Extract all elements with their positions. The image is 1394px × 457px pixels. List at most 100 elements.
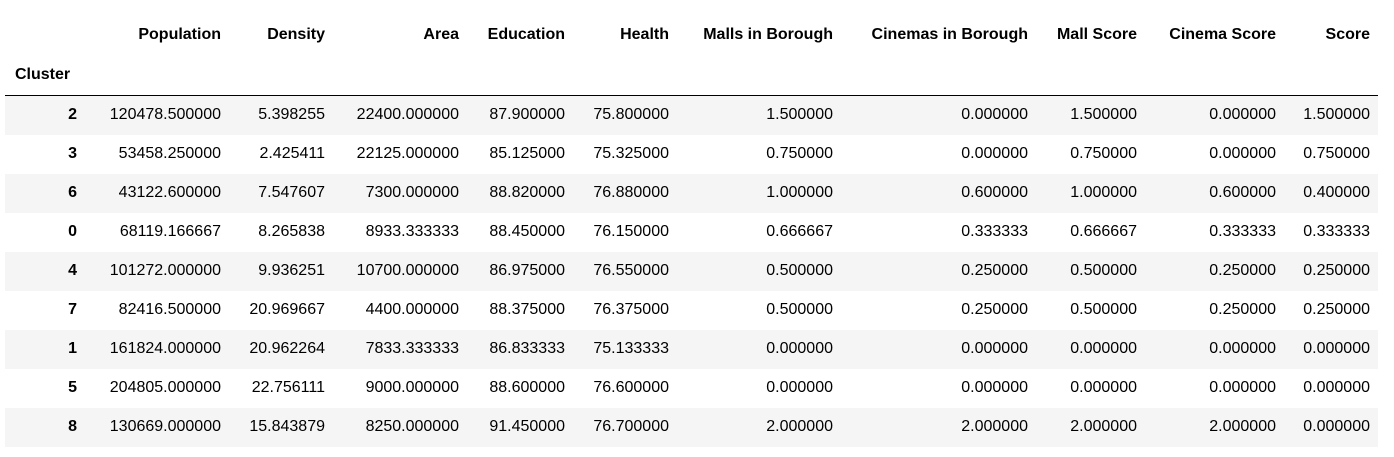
table-cell: 0.750000 (1070, 145, 1137, 162)
table-cell: 0.000000 (1070, 379, 1137, 396)
table-cell: 0.250000 (1209, 262, 1276, 279)
table-cell: 87.900000 (489, 106, 565, 124)
column-header: Malls in Borough (703, 26, 833, 43)
table-cell: 204805.000000 (109, 379, 221, 396)
table-cell: 0.250000 (961, 301, 1028, 318)
table-cell: 2.000000 (1070, 418, 1137, 435)
table-cell: 1.000000 (766, 184, 833, 201)
table-cell: 76.700000 (593, 418, 669, 435)
column-header: Area (423, 26, 459, 43)
table-cell: 75.800000 (593, 106, 669, 124)
table-cell: 0.600000 (961, 184, 1028, 201)
table-cell: 7833.333333 (365, 340, 459, 357)
table-cell: 161824.000000 (109, 340, 221, 357)
table-row: 6 43122.600000 7.547607 7300.000000 88.82000… (5, 173, 1378, 213)
table-cell: 22.756111 (251, 379, 325, 396)
table-cell: 0.333333 (1209, 223, 1276, 240)
table-cell: 9000.000000 (365, 379, 459, 396)
table-cell: 85.125000 (489, 145, 565, 162)
table-cell: 22125.000000 (356, 145, 459, 162)
table-cell: 0.750000 (766, 145, 833, 162)
column-header: Mall Score (1056, 26, 1137, 43)
table-cell: 76.600000 (593, 379, 669, 396)
table-cell: 22400.000000 (356, 106, 459, 124)
table-cell: 0.000000 (961, 340, 1028, 357)
table-cell: 8933.333333 (365, 223, 459, 240)
table-cell: 0.000000 (961, 106, 1028, 124)
column-header: Cinema Score (1169, 26, 1276, 43)
column-header: Cinemas in Borough (871, 26, 1028, 43)
table-cell: 0.250000 (1209, 301, 1276, 318)
table-cell: 4400.000000 (365, 301, 459, 318)
table-cell: 0.250000 (1303, 301, 1370, 318)
table-cell: 0.333333 (961, 223, 1028, 240)
table-row: 2 120478.500000 5.398255 22400.000000 87.900… (5, 95, 1378, 135)
table-cell: 0.000000 (1209, 106, 1276, 124)
table-cell: 5.398255 (258, 106, 325, 124)
table-cell: 0.000000 (766, 340, 833, 357)
table-row: 7 82416.500000 20.969667 4400.000000 88.3750… (5, 290, 1378, 330)
column-header: Population (138, 26, 221, 43)
table-cell: 0.000000 (1209, 379, 1276, 396)
table-cell: 101272.000000 (109, 262, 221, 279)
table-row: 5 204805.000000 22.756111 9000.000000 88.600… (5, 368, 1378, 408)
row-index-cell: 0 (68, 223, 77, 240)
table-cell: 10700.000000 (356, 262, 459, 279)
table-cell: 0.400000 (1303, 184, 1370, 201)
table-cell: 1.500000 (766, 106, 833, 124)
table-cell: 75.133333 (593, 340, 669, 357)
table-cell: 68119.166667 (119, 223, 221, 240)
table-cell: 8.265838 (258, 223, 325, 240)
table-cell: 0.750000 (1303, 145, 1370, 162)
table-cell: 0.600000 (1209, 184, 1276, 201)
table-cell: 9.936251 (258, 262, 325, 279)
column-header-row: Population Density Area Education Health… (5, 15, 1378, 55)
row-index-cell: 5 (68, 379, 77, 396)
table-cell: 82416.500000 (118, 301, 221, 318)
table-cell: 8250.000000 (365, 418, 459, 435)
table-row: 4 101272.000000 9.936251 10700.000000 86.975… (5, 251, 1378, 291)
table-cell: 53458.250000 (118, 145, 221, 162)
table-cell: 0.000000 (1303, 340, 1370, 357)
row-index-cell: 3 (68, 145, 77, 162)
table-cell: 1.500000 (1303, 106, 1370, 124)
row-index-cell: 7 (68, 301, 77, 318)
table-cell: 43122.600000 (118, 184, 221, 201)
table-cell: 130669.000000 (109, 418, 221, 435)
table-cell: 76.150000 (593, 223, 669, 240)
table-cell: 0.000000 (1209, 145, 1276, 162)
table-row: 3 53458.250000 2.425411 22125.000000 85.1250… (5, 134, 1378, 174)
table-cell: 0.000000 (961, 145, 1028, 162)
table-cell: 0.000000 (961, 379, 1028, 396)
table-cell: 2.425411 (259, 145, 325, 162)
table-cell: 76.880000 (593, 184, 669, 201)
table-cell: 0.666667 (1070, 223, 1137, 240)
table-cell: 1.000000 (1070, 184, 1137, 201)
table-cell: 7.547607 (258, 184, 325, 201)
row-index-cell: 4 (68, 262, 77, 279)
column-header: Density (267, 26, 325, 43)
row-index-cell: 8 (68, 418, 77, 435)
table-cell: 7300.000000 (365, 184, 459, 201)
table-body: 2 120478.500000 5.398255 22400.000000 87.900… (5, 95, 1378, 447)
table-header: Population Density Area Education Health… (5, 15, 1378, 96)
table-cell: 2.000000 (961, 418, 1028, 435)
table-cell: 75.325000 (593, 145, 669, 162)
table-cell: 0.500000 (766, 262, 833, 279)
row-index-cell: 1 (68, 340, 77, 357)
table-cell: 91.450000 (489, 418, 565, 435)
table-cell: 88.600000 (489, 379, 565, 396)
table-cell: 0.500000 (1070, 262, 1137, 279)
table-cell: 0.250000 (961, 262, 1028, 279)
table-row: 8 130669.000000 15.843879 8250.000000 91.450… (5, 407, 1378, 447)
table-cell: 0.000000 (1070, 340, 1137, 357)
header-corner-cell (5, 15, 85, 55)
table-cell: 2.000000 (766, 418, 833, 435)
table-cell: 20.969667 (249, 301, 325, 318)
table-cell: 76.550000 (593, 262, 669, 279)
table-cell: 0.000000 (1303, 418, 1370, 435)
table-cell: 88.375000 (489, 301, 565, 318)
table-cell: 0.000000 (1209, 340, 1276, 357)
table-cell: 76.375000 (593, 301, 669, 318)
index-name-row: Cluster (5, 55, 1378, 96)
